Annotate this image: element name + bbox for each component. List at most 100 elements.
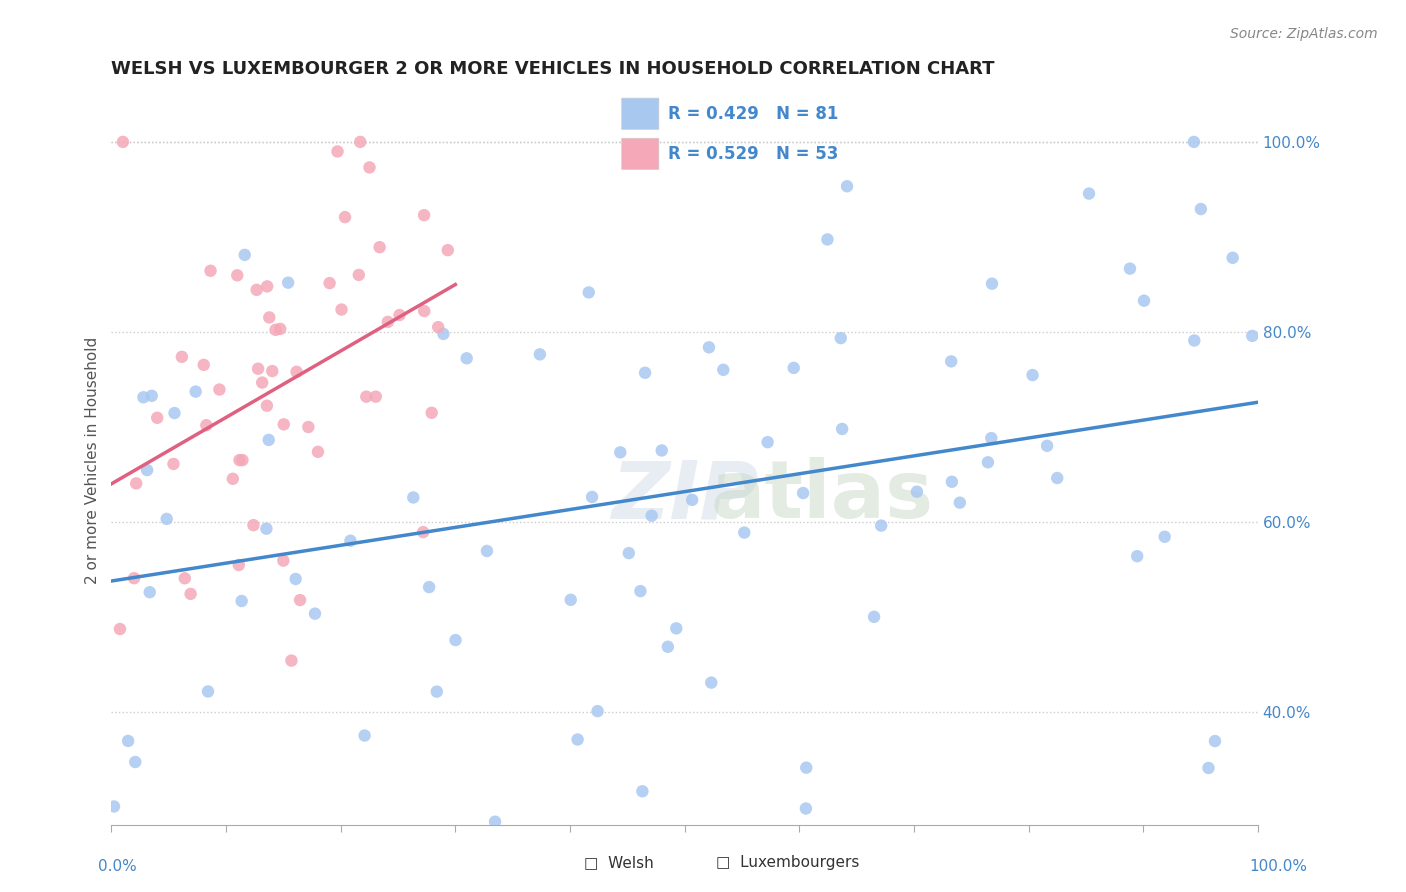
Point: [628, 584, 651, 599]
Point: [792, 486, 814, 500]
Point: [256, 279, 278, 293]
Point: [484, 814, 506, 829]
Point: [284, 572, 307, 586]
Point: [228, 453, 250, 467]
Point: [436, 243, 458, 257]
Point: [330, 302, 353, 317]
Point: [122, 571, 145, 585]
Point: [141, 389, 163, 403]
Text: ZIP: ZIP: [612, 458, 758, 535]
Point: [456, 351, 478, 366]
Point: [681, 492, 703, 507]
Point: [326, 145, 349, 159]
Point: [231, 453, 253, 467]
Point: [184, 384, 207, 399]
Point: [1182, 135, 1205, 149]
Point: [138, 585, 160, 599]
Point: [233, 248, 256, 262]
Point: [905, 484, 928, 499]
Point: [280, 654, 302, 668]
Text: 100.0%: 100.0%: [1250, 859, 1308, 874]
Point: [124, 755, 146, 769]
Text: □  Luxembourgers: □ Luxembourgers: [716, 855, 859, 870]
Point: [256, 399, 278, 413]
Point: [640, 508, 662, 523]
Point: [830, 331, 852, 345]
Point: [347, 268, 370, 282]
Point: [288, 593, 311, 607]
Point: [242, 518, 264, 533]
Point: [831, 422, 853, 436]
Point: [156, 512, 179, 526]
Point: [581, 490, 603, 504]
Point: [277, 276, 299, 290]
Point: [208, 383, 231, 397]
Point: [634, 366, 657, 380]
Point: [529, 347, 551, 361]
Point: [353, 729, 375, 743]
Point: [170, 350, 193, 364]
Point: [977, 455, 1000, 469]
Point: [254, 522, 277, 536]
Point: [418, 580, 440, 594]
Point: [560, 592, 582, 607]
Point: [756, 435, 779, 450]
Text: atlas: atlas: [710, 458, 934, 535]
Point: [700, 675, 723, 690]
Point: [475, 544, 498, 558]
Point: [870, 518, 893, 533]
Point: [794, 801, 817, 815]
Point: [427, 320, 450, 334]
Point: [941, 475, 963, 489]
Point: [817, 232, 839, 246]
Point: [711, 363, 734, 377]
Point: [609, 445, 631, 459]
Point: [733, 525, 755, 540]
Point: [162, 457, 184, 471]
Point: [981, 277, 1004, 291]
Point: [264, 323, 287, 337]
Y-axis label: 2 or more Vehicles in Household: 2 or more Vehicles in Household: [86, 336, 100, 583]
Point: [949, 496, 972, 510]
Point: [200, 264, 222, 278]
Point: [228, 558, 250, 572]
Point: [197, 684, 219, 698]
Point: [794, 761, 817, 775]
Point: [333, 210, 356, 224]
FancyBboxPatch shape: [621, 138, 659, 169]
Point: [297, 420, 319, 434]
Point: [163, 406, 186, 420]
Text: WELSH VS LUXEMBOURGER 2 OR MORE VEHICLES IN HOUSEHOLD CORRELATION CHART: WELSH VS LUXEMBOURGER 2 OR MORE VEHICLES…: [111, 60, 995, 78]
Point: [356, 390, 378, 404]
Point: [420, 406, 443, 420]
Point: [444, 633, 467, 648]
Point: [783, 360, 806, 375]
Point: [108, 622, 131, 636]
Point: [269, 322, 291, 336]
Point: [359, 161, 381, 175]
Point: [103, 799, 125, 814]
Point: [631, 784, 654, 798]
Point: [586, 704, 609, 718]
Point: [665, 621, 688, 635]
Point: [250, 376, 273, 390]
Point: [1153, 530, 1175, 544]
Point: [226, 268, 249, 283]
Point: [1119, 261, 1142, 276]
Point: [617, 546, 640, 560]
Text: 0.0%: 0.0%: [98, 859, 138, 874]
Point: [259, 310, 281, 325]
Point: [304, 607, 326, 621]
Point: [1133, 293, 1156, 308]
Text: R = 0.529   N = 53: R = 0.529 N = 53: [668, 145, 838, 163]
Point: [941, 354, 963, 368]
Point: [1189, 202, 1212, 216]
Point: [413, 208, 436, 222]
Point: [388, 308, 411, 322]
Point: [364, 390, 387, 404]
Point: [1222, 251, 1244, 265]
Point: [273, 553, 295, 567]
Point: [246, 283, 269, 297]
Point: [1021, 368, 1043, 382]
Point: [318, 276, 340, 290]
